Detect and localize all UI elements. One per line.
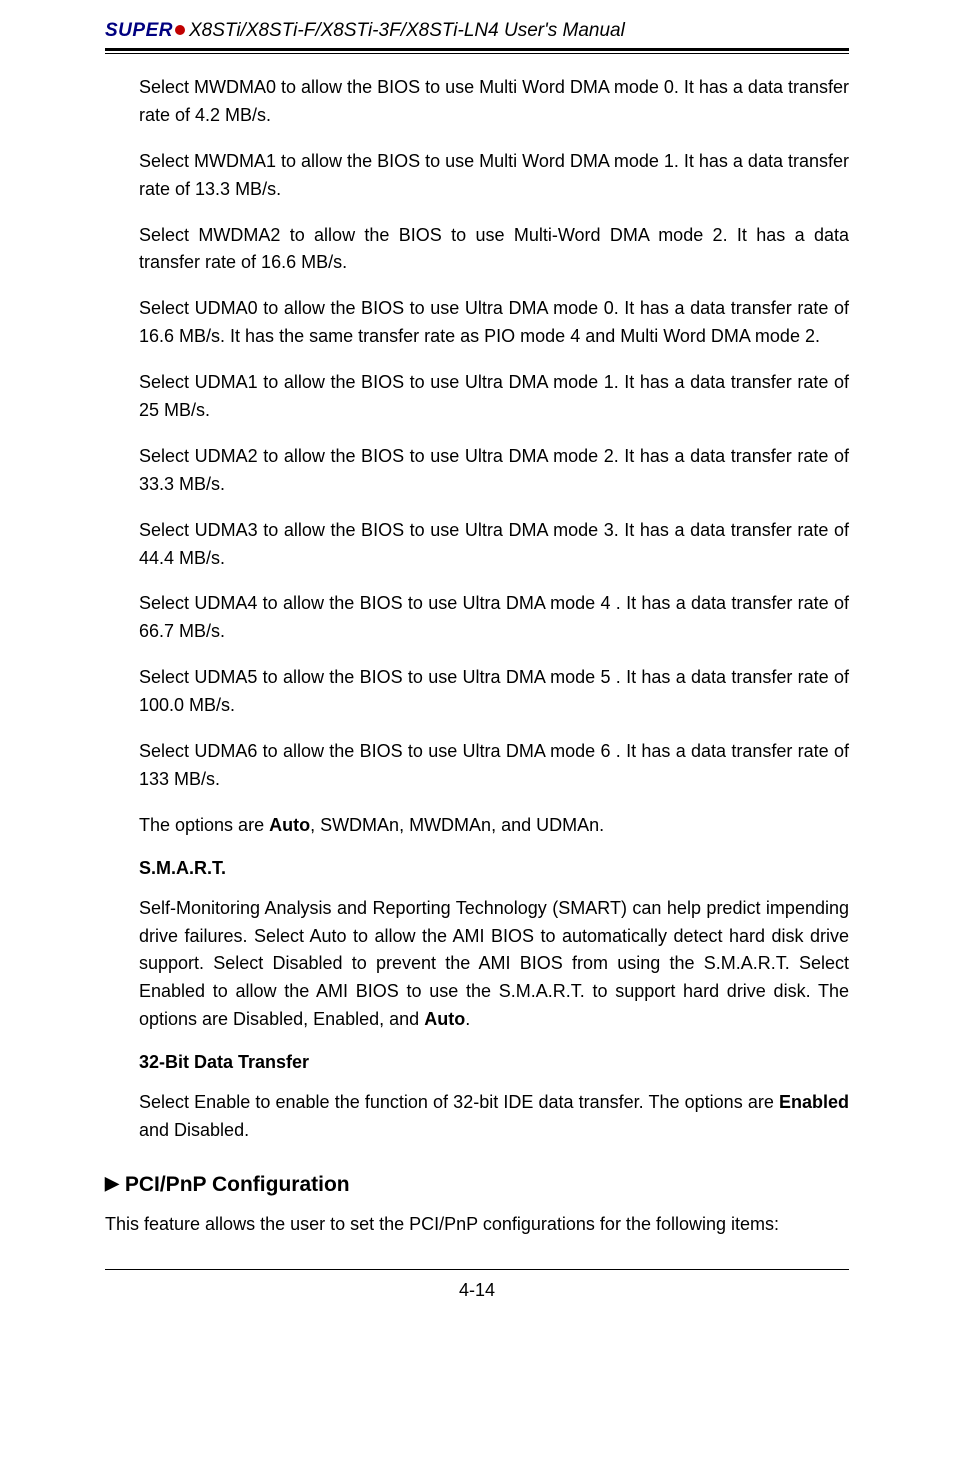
para-udma5: Select UDMA5 to allow the BIOS to use Ul… [139,664,849,720]
para-options: The options are Auto, SWDMAn, MWDMAn, an… [139,812,849,840]
para-mwdma1: Select MWDMA1 to allow the BIOS to use M… [139,148,849,204]
options-bold: Auto [269,815,310,835]
bit32-post: and Disabled. [139,1120,249,1140]
pci-heading-text: PCI/PnP Configuration [125,1173,350,1196]
para-bit32: Select Enable to enable the function of … [139,1089,849,1145]
body-content: Select MWDMA0 to allow the BIOS to use M… [139,74,849,1145]
footer-rule [105,1269,849,1270]
para-udma4: Select UDMA4 to allow the BIOS to use Ul… [139,590,849,646]
smart-pre: Self-Monitoring Analysis and Reporting T… [139,898,849,1030]
options-post: , SWDMAn, MWDMAn, and UDMAn. [310,815,604,835]
para-mwdma0: Select MWDMA0 to allow the BIOS to use M… [139,74,849,130]
para-udma1: Select UDMA1 to allow the BIOS to use Ul… [139,369,849,425]
para-mwdma2: Select MWDMA2 to allow the BIOS to use M… [139,222,849,278]
model-title: X8STi/X8STi-F/X8STi-3F/X8STi-LN4 User's … [189,20,625,42]
bit32-bold: Enabled [779,1092,849,1112]
para-udma2: Select UDMA2 to allow the BIOS to use Ul… [139,443,849,499]
para-pci: This feature allows the user to set the … [105,1211,849,1239]
brand-dot-icon [175,25,185,35]
pci-section-heading: ▶ PCI/PnP Configuration [105,1173,849,1197]
header-bar: SUPER X8STi/X8STi-F/X8STi-3F/X8STi-LN4 U… [105,20,849,48]
triangle-right-icon: ▶ [105,1173,119,1194]
page-number: 4-14 [105,1280,849,1301]
options-pre: The options are [139,815,269,835]
bit32-heading: 32-Bit Data Transfer [139,1052,849,1073]
para-udma3: Select UDMA3 to allow the BIOS to use Ul… [139,517,849,573]
header-rule-thin [105,53,849,54]
page-container: SUPER X8STi/X8STi-F/X8STi-3F/X8STi-LN4 U… [0,0,954,1458]
bit32-pre: Select Enable to enable the function of … [139,1092,779,1112]
header-rule-thick [105,48,849,51]
para-udma6: Select UDMA6 to allow the BIOS to use Ul… [139,738,849,794]
brand-name: SUPER [105,20,173,42]
para-smart: Self-Monitoring Analysis and Reporting T… [139,895,849,1034]
smart-bold: Auto [424,1009,465,1029]
smart-heading: S.M.A.R.T. [139,858,849,879]
para-udma0: Select UDMA0 to allow the BIOS to use Ul… [139,295,849,351]
smart-post: . [465,1009,470,1029]
